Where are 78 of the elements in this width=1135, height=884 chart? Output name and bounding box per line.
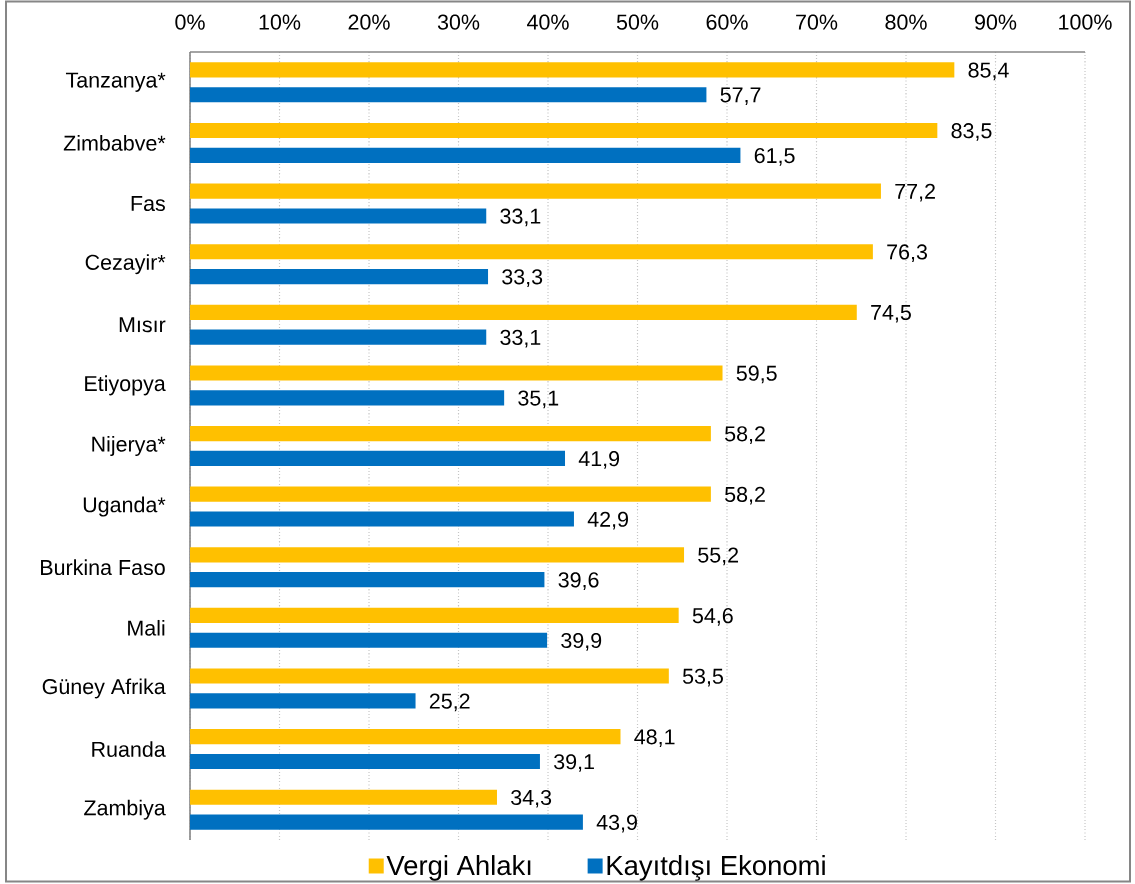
x-tick-label: 60% [706,14,748,30]
x-tick-label: 0% [175,14,205,30]
x-tick-label: 80% [885,14,927,30]
data-label: 53,5 [682,668,723,687]
data-label: 39,6 [558,572,599,591]
y-tick-label: Nijerya* [92,435,166,456]
bar [190,693,416,709]
data-label: 35,1 [518,390,559,409]
bar [190,365,723,381]
bar [190,425,711,442]
data-label: 57,7 [720,87,761,105]
data-label: 61,5 [754,147,795,166]
data-label: 25,2 [429,693,470,712]
x-tick-label: 90% [975,14,1017,30]
y-tick-label: Ruanda [92,741,166,757]
x-tick-label: 30% [437,14,480,30]
data-label: 33,1 [500,208,541,227]
bar [190,547,685,563]
bar [190,183,881,199]
bar [190,244,873,260]
y-tick-label: Mali [128,619,165,636]
bar [190,450,566,466]
data-label: 59,5 [736,365,777,384]
data-label: 48,1 [634,729,675,748]
bar [190,607,679,623]
data-label: 42,9 [587,511,628,530]
bar [190,814,583,830]
x-tick-label: 10% [259,14,301,30]
y-tick-label: Güney Afrika [42,678,166,699]
bar [190,390,505,406]
data-label: 34,3 [511,789,552,808]
data-label: 58,2 [725,426,765,444]
legend-label: Vergi Ahlakı [386,855,531,881]
bar [190,511,574,527]
y-tick-label: Zimbabve* [63,135,166,151]
y-tick-label: Etiyopya [85,375,166,396]
data-label: 58,2 [725,486,765,505]
data-label: 39,9 [561,632,602,651]
y-tick-label: Mısır [119,317,166,333]
bar [190,753,540,770]
data-label: 41,9 [578,451,620,469]
bar [190,122,938,139]
data-label: 39,1 [554,754,594,772]
x-tick-label: 100% [1059,14,1112,30]
data-label: 85,4 [968,62,1009,81]
y-tick-label: Tanzanya* [65,72,166,92]
bar [190,486,711,502]
bar [190,329,487,345]
y-tick-label: Cezayir* [85,254,166,275]
x-tick-label: 40% [527,14,569,30]
bar [190,572,545,588]
bar [190,269,489,285]
x-tick-label: 70% [796,14,838,30]
x-tick-label: 50% [616,14,659,30]
bar [190,729,621,745]
x-tick-label: 20% [348,14,390,30]
data-label: 55,2 [698,547,739,566]
data-label: 76,3 [887,244,927,263]
bar [190,87,707,103]
data-label: 74,5 [871,305,911,323]
bar [190,668,669,684]
data-label: 33,1 [500,329,541,348]
bar [190,147,741,163]
data-label: 33,3 [502,269,543,287]
data-label: 54,6 [692,608,733,626]
data-label: 83,5 [951,123,992,141]
bar [190,208,487,224]
y-tick-label: Fas [131,196,165,212]
y-tick-label: Burkina Faso [41,559,165,576]
bar [190,62,955,78]
y-tick-label: Zambiya [84,799,166,820]
y-tick-label: Uganda* [83,496,166,517]
bar [190,632,548,648]
legend-label: Kayıtdışı Ekonomi [607,855,825,881]
bar [190,304,857,320]
data-label: 43,9 [596,814,637,833]
bar [190,789,497,805]
data-label: 77,2 [895,183,935,202]
